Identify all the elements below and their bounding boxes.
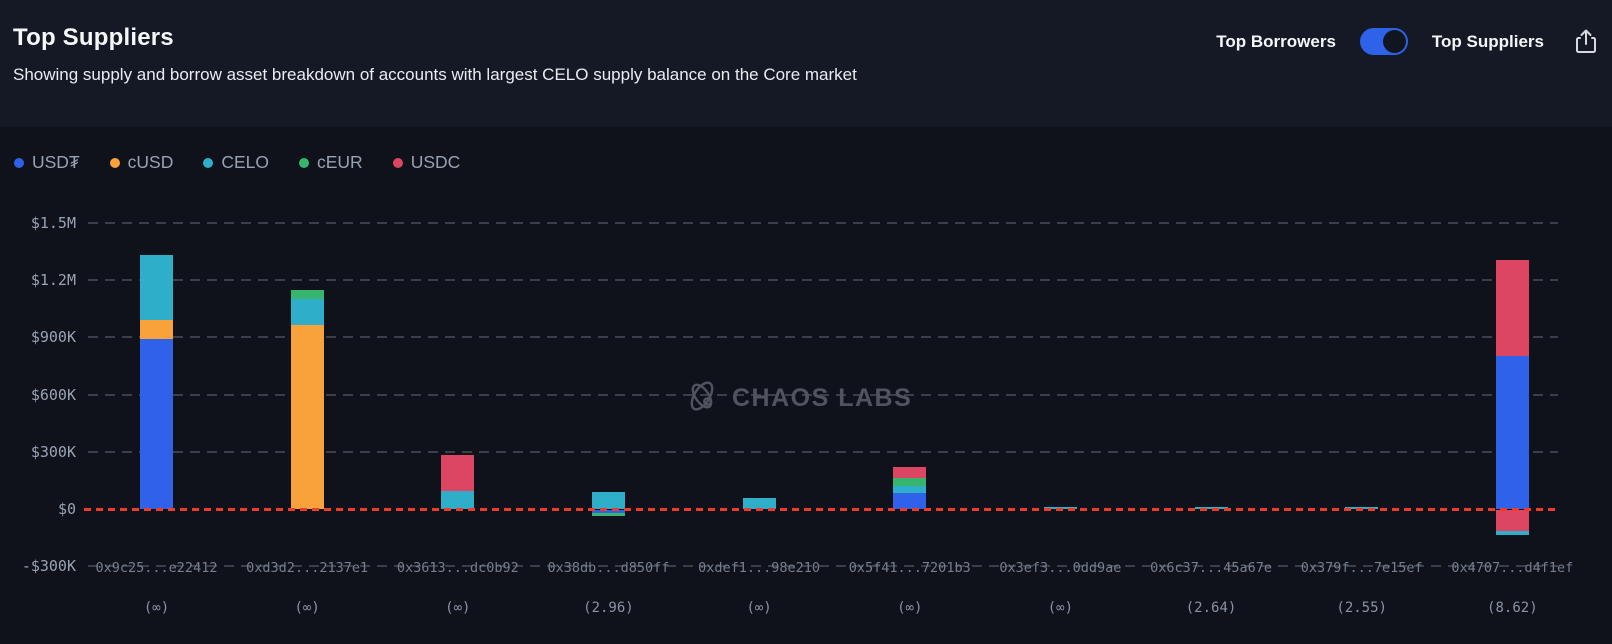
bar-segment-supply-celo[interactable] [140, 255, 173, 320]
x-axis-address-label: 0x4707...d4f1ef [1451, 560, 1574, 576]
bar-segment-borrow-celo[interactable] [1495, 530, 1529, 535]
bar-segment-supply-usdc[interactable] [893, 467, 927, 478]
gridline-$900K [88, 336, 1558, 339]
legend-item-label: CELO [221, 152, 269, 172]
legend-item-label: USD₮ [32, 152, 80, 172]
bar-segment-supply-usdc[interactable] [441, 454, 475, 491]
chaos-labs-logo-icon [683, 377, 721, 420]
x-axis-address-label: 0x6c37...45a67e [1150, 560, 1272, 576]
gridline--$300K [88, 565, 1558, 568]
x-axis-address-label: 0x38db...d850ff [547, 560, 670, 576]
bar-segment-supply-celo[interactable] [1194, 506, 1228, 509]
y-axis-tick-label: $300K [30, 442, 76, 461]
x-axis-address-label: 0x379f...7e15ef [1300, 560, 1423, 576]
bar-segment-supply-celo[interactable] [441, 490, 475, 509]
y-axis-tick-label: $1.5M [30, 214, 76, 232]
y-axis-tick-label: -$300K [21, 557, 76, 576]
legend-item-label: USDC [410, 152, 461, 172]
x-axis-address-label: 0x5f41...7201b3 [848, 560, 971, 576]
page-title: Top Suppliers [13, 24, 174, 51]
bar-segment-supply-celo[interactable] [742, 497, 776, 509]
bar-segment-supply-ceur[interactable] [290, 290, 324, 300]
zero-baseline [84, 508, 1558, 511]
legend-dot-icon [299, 157, 309, 168]
bar-segment-supply-celo[interactable] [290, 299, 324, 325]
page-subtitle: Showing supply and borrow asset breakdow… [13, 65, 857, 84]
x-axis-health-factor-label: (2.55) [1336, 600, 1387, 616]
x-axis-address-label: 0x3613...dc0b92 [396, 560, 519, 576]
bar-segment-supply-usd₮[interactable] [140, 339, 173, 509]
y-axis-tick-label: $0 [57, 500, 76, 518]
y-axis-tick-label: $1.2M [30, 271, 76, 290]
legend-dot-icon [14, 157, 24, 168]
bar-segment-supply-celo[interactable] [893, 486, 927, 493]
legend-dot-icon [203, 157, 214, 168]
bar-segment-borrow-usdc[interactable] [1495, 510, 1529, 531]
bar-segment-supply-usd₮[interactable] [1495, 356, 1529, 509]
legend-item-usdc[interactable]: USDC [392, 152, 461, 173]
bar-segment-supply-celo[interactable] [591, 491, 625, 509]
legend-dot-icon [392, 157, 403, 168]
gridline-$300K [88, 450, 1558, 453]
y-axis-tick-label: $600K [30, 385, 76, 404]
toggle-label-top-borrowers[interactable]: Top Borrowers [1216, 31, 1336, 51]
x-axis-address-label: 0xdef1...98e210 [698, 560, 821, 576]
legend-item-ceur[interactable]: cEUR [299, 152, 363, 173]
bar-segment-supply-ceur[interactable] [893, 477, 927, 487]
x-axis-address-label: 0x9c25...e22412 [95, 560, 218, 576]
bar-segment-supply-usd₮[interactable] [893, 492, 927, 509]
toggle-label-top-suppliers[interactable]: Top Suppliers [1431, 31, 1544, 51]
card-header: Top Suppliers Showing supply and borrow … [0, 0, 1612, 127]
chaos-labs-watermark: CHAOS LABS [683, 377, 912, 420]
x-axis-health-factor-label: (∞) [897, 600, 923, 616]
legend-item-label: cEUR [317, 152, 363, 172]
legend-item-celo[interactable]: CELO [203, 152, 269, 173]
watermark-text: CHAOS LABS [732, 384, 913, 412]
header-controls: Top Borrowers Top Suppliers [1216, 28, 1598, 55]
legend: USD₮ cUSD CELO cEUR USDC [14, 152, 460, 173]
bar-segment-borrow-ceur[interactable] [591, 513, 625, 516]
bar-segment-supply-cusd[interactable] [290, 325, 324, 509]
legend-dot-icon [109, 157, 120, 168]
x-axis-address-label: 0xd3d2...2137e1 [246, 560, 369, 576]
x-axis-health-factor-label: (∞) [143, 600, 170, 616]
toggle-knob [1382, 30, 1406, 53]
x-axis-health-factor-label: (2.64) [1185, 600, 1237, 616]
bar-segment-supply-cusd[interactable] [140, 319, 173, 340]
legend-item-cusd[interactable]: cUSD [109, 152, 174, 173]
x-axis-health-factor-label: (2.96) [583, 600, 634, 616]
x-axis-health-factor-label: (8.62) [1487, 600, 1538, 616]
gridline-$1.2M [88, 279, 1558, 282]
x-axis-health-factor-label: (∞) [294, 600, 320, 616]
borrowers-suppliers-toggle[interactable] [1359, 28, 1408, 55]
x-axis-health-factor-label: (∞) [445, 600, 471, 616]
bar-segment-supply-usdc[interactable] [1495, 259, 1529, 357]
gridline-$1.5M [88, 222, 1558, 224]
gridline-$600K [88, 393, 1558, 396]
legend-item-label: cUSD [127, 152, 174, 172]
bar-segment-supply-celo[interactable] [1043, 506, 1077, 509]
share-export-icon[interactable] [1574, 28, 1598, 55]
x-axis-health-factor-label: (∞) [746, 600, 772, 616]
bar-segment-borrow-usd₮[interactable] [591, 510, 625, 514]
x-axis-health-factor-label: (∞) [1047, 600, 1074, 616]
legend-item-usd₮[interactable]: USD₮ [14, 152, 80, 173]
y-axis-tick-label: $900K [30, 328, 76, 347]
x-axis-address-label: 0x3ef3...0dd9ae [999, 560, 1122, 576]
